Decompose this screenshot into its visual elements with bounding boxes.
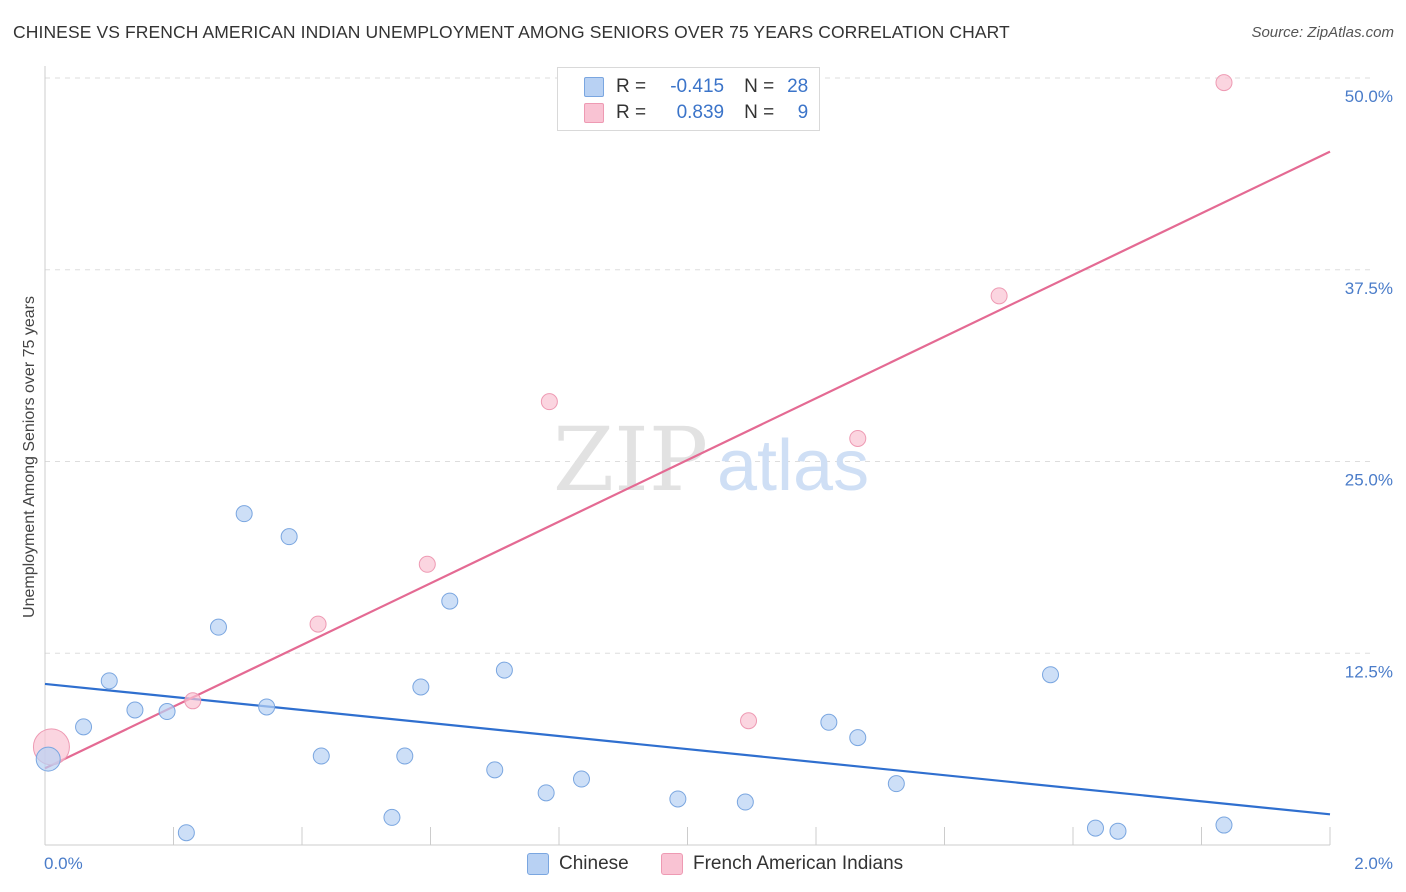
french-point [540,393,558,411]
chinese-point [1086,819,1104,837]
chinese-point [736,793,754,811]
french-point [418,555,436,573]
chinese-point [669,790,687,808]
french-point [849,429,867,447]
chinese-point [396,747,414,765]
tick-labels: 12.5% 25.0% 37.5% 50.0% 0.0% 2.0% [44,87,1393,873]
chinese-point [100,672,118,690]
chinese-legend-label: Chinese [559,853,629,874]
chinese-point [35,746,61,772]
r-value: 0.839 [676,102,725,123]
chinese-point [235,505,253,523]
chart-title: CHINESE VS FRENCH AMERICAN INDIAN UNEMPL… [13,22,1010,42]
r-label: R = [616,76,647,97]
chinese-point [258,698,276,716]
french-legend-swatch [661,853,683,875]
chinese-point [887,775,905,793]
french-point [184,692,202,710]
chinese-point [849,729,867,747]
y-tick-label: 25.0% [1345,471,1393,490]
chinese-point [209,618,227,636]
legend-item-chinese: Chinese [527,852,629,876]
chinese-point [177,824,195,842]
legend-item-french: French American Indians [661,852,903,876]
chinese-point [441,592,459,610]
chinese-point [383,808,401,826]
chinese-point [312,747,330,765]
n-label: N = [744,102,775,123]
chinese-point [820,713,838,731]
chinese-point [1215,816,1233,834]
french-swatch [584,103,604,123]
chinese-point [412,678,430,696]
data-points [32,74,1233,842]
source-credit: Source: ZipAtlas.com [1251,24,1394,41]
y-tick-label: 37.5% [1345,279,1393,298]
axes [44,66,1331,846]
watermark-atlas: atlas [717,426,869,506]
grid-lines [45,77,1370,654]
y-tick-label: 12.5% [1345,662,1393,681]
chinese-point [537,784,555,802]
chinese-point [572,770,590,788]
french-legend-label: French American Indians [693,853,904,874]
chinese-legend-swatch [527,853,549,875]
chinese-point [495,661,513,679]
n-value: 9 [797,102,809,123]
french-point [1215,74,1233,92]
trendline-chinese [44,682,1331,816]
legend-row-chinese: R = -0.415 N = 28 [584,75,808,99]
chinese-point [1042,666,1060,684]
r-label: R = [616,102,647,123]
french-point [740,712,758,730]
n-label: N = [744,76,775,97]
chinese-point [280,528,298,546]
watermark-zip: ZIP [553,408,708,511]
chinese-swatch [584,77,604,97]
n-value: 28 [787,76,809,97]
french-point [309,615,327,633]
french-point [990,287,1008,305]
trendline-french [44,150,1331,770]
chinese-point [486,761,504,779]
x-tick-label: 2.0% [1354,854,1393,873]
chinese-point [75,718,93,736]
y-axis-title: Unemployment Among Seniors over 75 years [21,296,38,618]
watermark: ZIP atlas [553,408,869,511]
chinese-point [1109,822,1127,840]
chinese-point [158,703,176,721]
y-tick-label: 50.0% [1345,87,1393,106]
r-value: -0.415 [670,76,725,97]
chinese-point [126,701,144,719]
legend-row-french: R = 0.839 N = 9 [584,101,808,125]
x-tick-label: 0.0% [44,854,83,873]
stats-legend: R = -0.415 N = 28 R = 0.839 N = 9 [557,67,820,131]
